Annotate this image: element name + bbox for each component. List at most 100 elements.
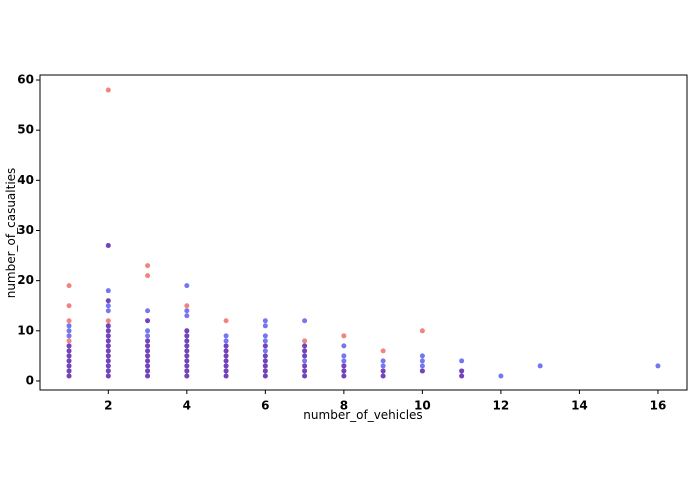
point [184,363,190,369]
point [302,353,308,359]
point [145,358,151,364]
point [105,308,111,314]
y-tick-label: 30 [17,223,34,237]
point [105,328,111,334]
point [419,328,425,334]
point [66,283,72,289]
y-tick-label: 10 [17,323,34,337]
point [223,373,229,379]
point [184,373,190,379]
point [459,358,465,364]
point [262,368,268,374]
x-tick-label: 10 [414,399,431,413]
point [459,373,465,379]
point [302,348,308,354]
point [419,353,425,359]
point [145,353,151,359]
point [66,333,72,339]
point [262,343,268,349]
point [184,308,190,314]
point [302,343,308,349]
point [145,338,151,344]
point [66,318,72,324]
point [302,373,308,379]
point [459,368,465,374]
y-tick-label: 20 [17,273,34,287]
point [105,298,111,304]
y-tick-label: 60 [17,73,34,87]
point [105,363,111,369]
point [262,373,268,379]
x-tick-label: 16 [650,399,667,413]
point [262,318,268,324]
point [145,308,151,314]
point [302,368,308,374]
point [184,368,190,374]
point [66,363,72,369]
point [419,358,425,364]
point [262,363,268,369]
point [145,348,151,354]
point [105,303,111,309]
point [262,358,268,364]
point [223,333,229,339]
point [262,323,268,329]
point [105,343,111,349]
plot-frame [39,74,688,391]
point [66,303,72,309]
point [145,343,151,349]
point [380,373,386,379]
point [302,358,308,364]
x-tick-label: 14 [571,399,588,413]
point [223,338,229,344]
point [380,363,386,369]
point [145,273,151,279]
x-tick-label: 2 [104,399,112,413]
x-tick-label: 12 [493,399,510,413]
point [537,363,543,369]
point [145,318,151,324]
point [105,358,111,364]
point [145,373,151,379]
point [105,318,111,324]
point [223,353,229,359]
point [341,363,347,369]
point [184,353,190,359]
point [66,338,72,344]
point [66,358,72,364]
point [498,373,504,379]
point [419,368,425,374]
point [302,318,308,324]
point [341,333,347,339]
point [145,363,151,369]
point [380,348,386,354]
point [184,338,190,344]
point [145,328,151,334]
point [341,373,347,379]
point [262,353,268,359]
point [262,333,268,339]
point [184,328,190,334]
point [66,348,72,354]
point [419,363,425,369]
point [380,358,386,364]
point [302,363,308,369]
point [341,368,347,374]
point [223,318,229,324]
point [145,368,151,374]
point [655,363,661,369]
point [341,343,347,349]
point [105,323,111,329]
point [223,363,229,369]
y-tick-label: 0 [26,373,34,387]
point [66,373,72,379]
point [184,283,190,289]
point [105,368,111,374]
point [105,243,111,249]
point [105,348,111,354]
point [145,333,151,339]
point [223,343,229,349]
x-tick-label: 6 [261,399,269,413]
point [105,353,111,359]
